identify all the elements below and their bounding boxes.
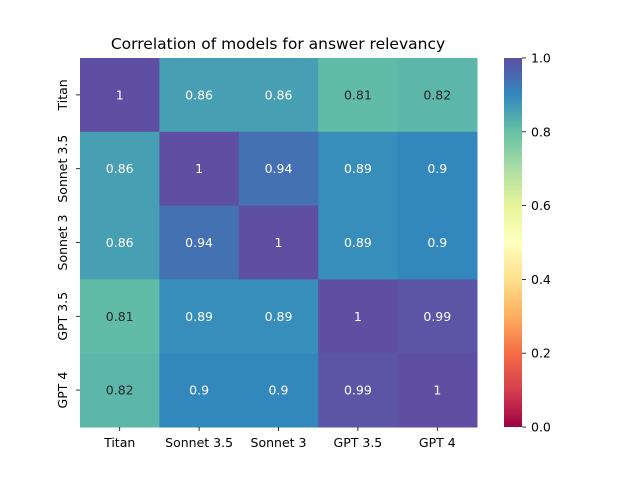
heatmap-cell [318, 279, 399, 354]
cell-value-label: 0.86 [106, 235, 134, 250]
x-tick-label: Sonnet 3 [251, 435, 307, 450]
cell-value-label: 1 [275, 235, 283, 250]
y-tick-label: GPT 3.5 [55, 292, 70, 341]
chart-title: Correlation of models for answer relevan… [111, 35, 445, 53]
cell-value-label: 0.81 [106, 309, 134, 324]
heatmap-cell [159, 353, 240, 428]
cell-value-label: 0.82 [106, 383, 134, 398]
cell-value-label: 0.94 [265, 161, 293, 176]
heatmap-cells: 1 0.86 0.86 0.81 0.82 0.86 1 0.94 0.89 0.9 0.86 0.9… [80, 58, 478, 428]
heatmap-cell [238, 131, 319, 207]
cell-value-label: 0.86 [185, 87, 213, 102]
heatmap-cell [238, 279, 319, 354]
heatmap-cell [397, 279, 478, 354]
heatmap-cell [159, 131, 240, 207]
colorbar-tick-label: 0.2 [531, 346, 551, 361]
heatmap-cell [238, 205, 319, 280]
heatmap-cell [80, 58, 160, 133]
x-axis: Titan Sonnet 3.5 Sonnet 3 GPT 3.5 GPT 4 [103, 427, 456, 450]
colorbar-tick-label: 0.4 [531, 272, 551, 287]
colorbar: 0.0 0.2 0.4 0.6 0.8 1.0 [504, 51, 551, 435]
heatmap-cell [318, 58, 399, 133]
cell-value-label: 0.81 [344, 87, 372, 102]
cell-value-label: 0.89 [344, 235, 372, 250]
heatmap-cell [80, 279, 160, 354]
cell-value-label: 0.82 [423, 87, 451, 102]
y-tick-label: GPT 4 [55, 372, 70, 409]
cell-value-label: 0.9 [189, 383, 209, 398]
colorbar-ticks: 0.0 0.2 0.4 0.6 0.8 1.0 [522, 51, 551, 435]
cell-value-label: 0.86 [106, 161, 134, 176]
cell-value-label: 1 [433, 383, 441, 398]
cell-value-label: 0.9 [427, 235, 447, 250]
heatmap-cell [318, 205, 399, 280]
cell-value-label: 0.89 [185, 309, 213, 324]
cell-value-label: 1 [354, 309, 362, 324]
heatmap-cell [238, 353, 319, 428]
heatmap-cell [397, 131, 478, 207]
heatmap-cell [159, 58, 240, 133]
heatmap-cell [80, 131, 160, 207]
x-tick-label: GPT 4 [419, 435, 456, 450]
x-tick-label: Titan [103, 435, 135, 450]
heatmap-cell [397, 353, 478, 428]
colorbar-gradient [504, 58, 522, 427]
heatmap-cell [80, 205, 160, 280]
cell-value-label: 0.99 [344, 383, 372, 398]
cell-value-label: 0.86 [265, 87, 293, 102]
colorbar-tick-label: 0.8 [531, 124, 551, 139]
x-tick-label: GPT 3.5 [334, 435, 383, 450]
cell-value-label: 0.9 [427, 161, 447, 176]
cell-value-label: 1 [195, 161, 203, 176]
heatmap-cell [159, 279, 240, 354]
y-tick-label: Titan [55, 79, 70, 111]
cell-value-label: 0.99 [423, 309, 451, 324]
y-axis: Titan Sonnet 3.5 Sonnet 3 GPT 3.5 GPT 4 [55, 79, 80, 408]
heatmap-cell [80, 353, 160, 428]
heatmap-cell [159, 205, 240, 280]
cell-value-label: 0.89 [344, 161, 372, 176]
colorbar-tick-label: 1.0 [531, 51, 551, 66]
heatmap-cell [318, 353, 399, 428]
cell-value-label: 0.9 [269, 383, 289, 398]
colorbar-tick-label: 0.6 [531, 198, 551, 213]
x-tick-label: Sonnet 3.5 [165, 435, 233, 450]
heatmap-cell [238, 58, 319, 133]
cell-value-label: 1 [116, 87, 124, 102]
heatmap-cell [397, 58, 478, 133]
heatmap-cell [397, 205, 478, 280]
heatmap-cell [318, 131, 399, 207]
cell-value-label: 0.89 [265, 309, 293, 324]
y-tick-label: Sonnet 3 [55, 215, 70, 271]
cell-value-label: 0.94 [185, 235, 213, 250]
colorbar-tick-label: 0.0 [531, 420, 551, 435]
y-tick-label: Sonnet 3.5 [55, 135, 70, 203]
